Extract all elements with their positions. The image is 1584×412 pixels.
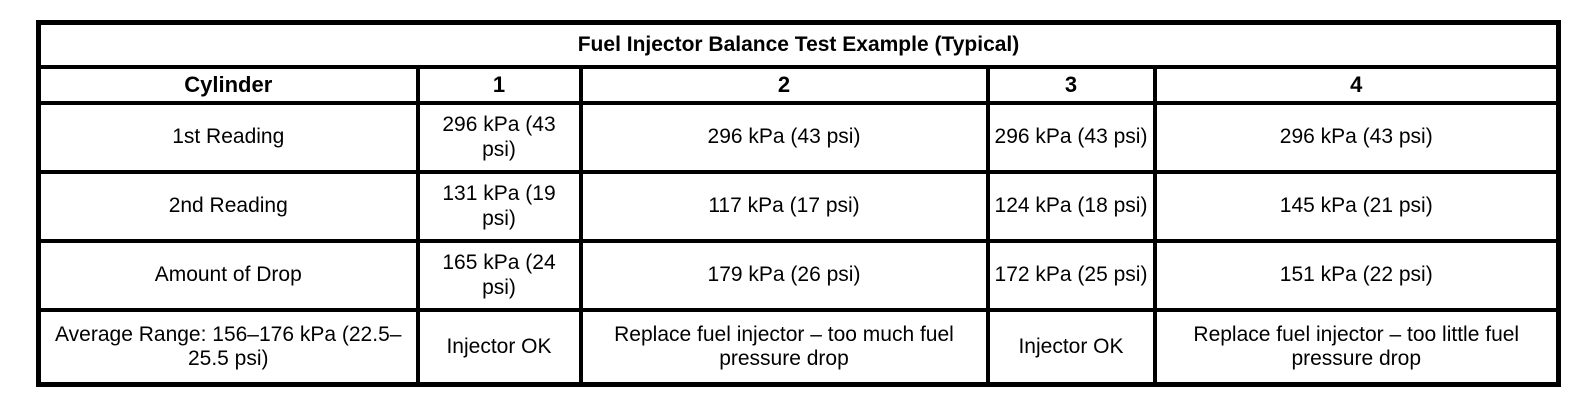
column-header-cylinder-1: 1 <box>415 65 583 105</box>
row-label-second-reading: 2nd Reading <box>36 170 420 243</box>
cell-result-cyl4: Replace fuel injector – too little fuel … <box>1152 308 1561 387</box>
table-row-second-reading: 2nd Reading 131 kPa (19 psi) 117 kPa (17… <box>36 170 1561 243</box>
table-header-row: Cylinder 1 2 3 4 <box>36 65 1561 105</box>
cell-second-reading-cyl3: 124 kPa (18 psi) <box>985 170 1157 243</box>
cell-first-reading-cyl4: 296 kPa (43 psi) <box>1152 101 1561 174</box>
cell-amount-of-drop-cyl4: 151 kPa (22 psi) <box>1152 239 1561 312</box>
cell-first-reading-cyl1: 296 kPa (43 psi) <box>415 101 583 174</box>
cell-second-reading-cyl4: 145 kPa (21 psi) <box>1152 170 1561 243</box>
table-title: Fuel Injector Balance Test Example (Typi… <box>36 20 1561 69</box>
cell-amount-of-drop-cyl2: 179 kPa (26 psi) <box>578 239 990 312</box>
column-header-cylinder-2: 2 <box>578 65 990 105</box>
cell-first-reading-cyl3: 296 kPa (43 psi) <box>985 101 1157 174</box>
table-title-row: Fuel Injector Balance Test Example (Typi… <box>36 20 1561 69</box>
cell-result-cyl1: Injector OK <box>415 308 583 387</box>
cell-first-reading-cyl2: 296 kPa (43 psi) <box>578 101 990 174</box>
table-row-first-reading: 1st Reading 296 kPa (43 psi) 296 kPa (43… <box>36 101 1561 174</box>
table-row-average-range: Average Range: 156–176 kPa (22.5–25.5 ps… <box>36 308 1561 387</box>
cell-amount-of-drop-cyl3: 172 kPa (25 psi) <box>985 239 1157 312</box>
column-header-cylinder-4: 4 <box>1152 65 1561 105</box>
column-header-cylinder: Cylinder <box>36 65 420 105</box>
row-label-amount-of-drop: Amount of Drop <box>36 239 420 312</box>
cell-second-reading-cyl1: 131 kPa (19 psi) <box>415 170 583 243</box>
cell-second-reading-cyl2: 117 kPa (17 psi) <box>578 170 990 243</box>
fuel-injector-balance-table: Fuel Injector Balance Test Example (Typi… <box>36 20 1561 387</box>
column-header-cylinder-3: 3 <box>985 65 1157 105</box>
cell-amount-of-drop-cyl1: 165 kPa (24 psi) <box>415 239 583 312</box>
table-row-amount-of-drop: Amount of Drop 165 kPa (24 psi) 179 kPa … <box>36 239 1561 312</box>
row-label-first-reading: 1st Reading <box>36 101 420 174</box>
cell-result-cyl2: Replace fuel injector – too much fuel pr… <box>578 308 990 387</box>
row-label-average-range: Average Range: 156–176 kPa (22.5–25.5 ps… <box>36 308 420 387</box>
fuel-injector-balance-table-container: Fuel Injector Balance Test Example (Typi… <box>36 20 1561 387</box>
cell-result-cyl3: Injector OK <box>985 308 1157 387</box>
